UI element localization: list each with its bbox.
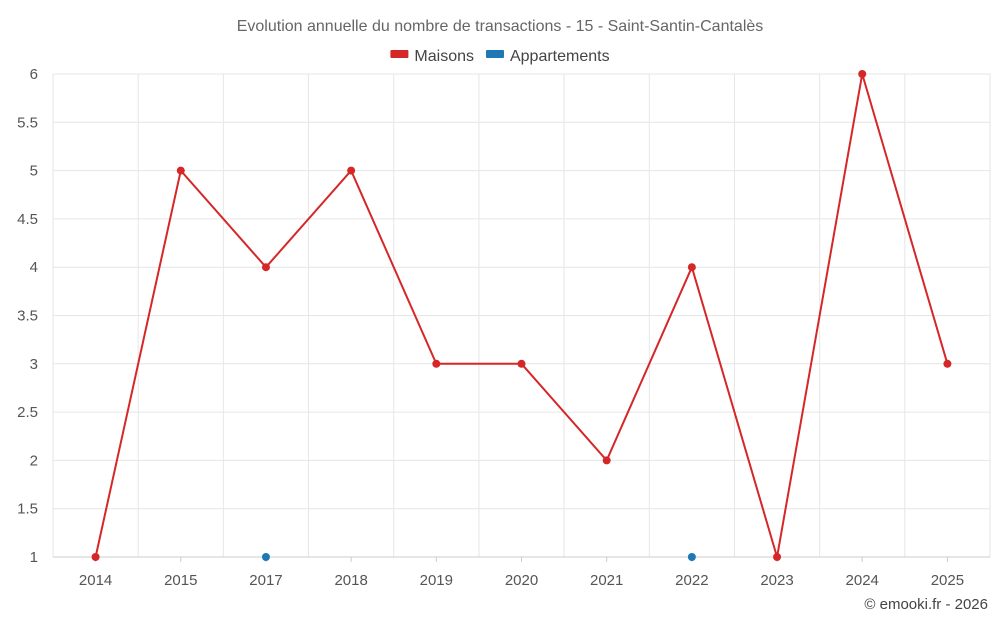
data-point-maisons-2022[interactable]: [687, 263, 696, 272]
y-tick-label: 1.5: [17, 501, 38, 518]
y-tick-label: 2.5: [17, 404, 38, 421]
credit-text: © emooki.fr - 2026: [864, 596, 988, 613]
legend-item-appartements[interactable]: Appartements: [485, 48, 610, 65]
data-point-appartements-2017[interactable]: [261, 553, 270, 561]
y-tick-label: 3: [30, 356, 38, 373]
y-tick-label: 6: [30, 66, 38, 83]
x-tick-label: 2015: [164, 572, 197, 589]
data-point-maisons-2018[interactable]: [347, 166, 356, 175]
data-point-maisons-2017[interactable]: [261, 263, 270, 272]
y-tick-label: 3.5: [17, 308, 38, 325]
data-point-maisons-2019[interactable]: [432, 359, 441, 368]
data-point-maisons-2024[interactable]: [858, 70, 867, 78]
series-appartements: [261, 553, 696, 561]
x-tick-label: 2019: [420, 572, 453, 589]
y-axis: 1 1.5 2 2.5 3 3.5 4 4.5 5 5.5 6: [17, 66, 38, 566]
y-tick-label: 4.5: [17, 211, 38, 228]
legend-label: Appartements: [510, 48, 610, 65]
y-tick-label: 1: [30, 549, 38, 566]
data-point-maisons-2014[interactable]: [91, 553, 100, 561]
y-tick-label: 5.5: [17, 114, 38, 131]
legend-item-maisons[interactable]: Maisons: [390, 48, 474, 65]
series-layer: [91, 70, 952, 561]
x-tick-label: 2014: [79, 572, 112, 589]
y-tick-label: 2: [30, 452, 38, 469]
legend-swatch: [485, 50, 504, 58]
y-tick-label: 4: [30, 259, 38, 276]
legend-swatch: [390, 50, 409, 58]
data-point-maisons-2015[interactable]: [176, 166, 185, 175]
chart-title: Evolution annuelle du nombre de transact…: [237, 18, 764, 35]
data-point-appartements-2022[interactable]: [687, 553, 696, 561]
x-tick-label: 2017: [249, 572, 282, 589]
legend-label: Maisons: [414, 48, 474, 65]
data-point-maisons-2020[interactable]: [517, 359, 526, 368]
series-maisons: [91, 70, 952, 561]
y-tick-label: 5: [30, 163, 38, 180]
data-point-maisons-2021[interactable]: [602, 456, 611, 465]
legend: Maisons Appartements: [390, 48, 610, 65]
data-point-maisons-2025[interactable]: [943, 359, 952, 368]
x-tick-label: 2020: [505, 572, 538, 589]
x-tick-label: 2025: [931, 572, 964, 589]
x-tick-label: 2023: [760, 572, 793, 589]
x-tick-label: 2022: [675, 572, 708, 589]
x-tick-label: 2021: [590, 572, 623, 589]
grid: [52, 73, 991, 558]
x-tick-label: 2024: [846, 572, 879, 589]
data-point-maisons-2023[interactable]: [773, 553, 782, 561]
x-tick-label: 2018: [334, 572, 367, 589]
x-axis: 2014 2015 2017 2018 2019 2020 2021 2022 2023 2024…: [53, 556, 990, 589]
